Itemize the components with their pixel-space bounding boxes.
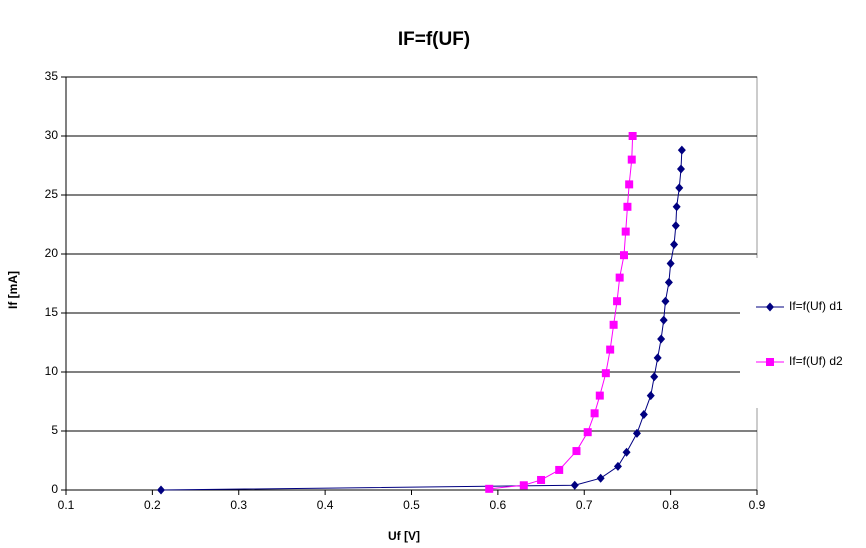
data-point — [485, 484, 494, 493]
data-point — [659, 315, 668, 325]
data-point — [671, 221, 680, 231]
data-point — [596, 473, 605, 483]
data-point — [664, 277, 673, 287]
y-tick-label: 30 — [45, 128, 59, 142]
data-point — [601, 369, 610, 378]
data-point — [657, 334, 666, 344]
data-point — [606, 345, 615, 354]
data-point — [672, 202, 681, 212]
x-tick-label: 0.2 — [144, 498, 161, 512]
data-point — [537, 475, 546, 484]
y-tick-label: 35 — [45, 69, 59, 83]
data-point — [590, 409, 599, 418]
data-point — [646, 391, 655, 401]
data-point — [609, 320, 618, 329]
legend-box — [740, 258, 866, 408]
x-tick-label: 0.1 — [58, 498, 75, 512]
data-point — [621, 227, 630, 236]
data-point — [653, 353, 662, 363]
data-point — [623, 202, 632, 211]
data-point — [628, 132, 637, 140]
plot-area — [65, 76, 758, 491]
data-point — [570, 480, 579, 490]
x-tick-label: 0.5 — [403, 498, 420, 512]
data-point — [619, 251, 628, 260]
x-tick-label: 0.7 — [576, 498, 593, 512]
data-point — [519, 481, 528, 490]
y-tick-label: 20 — [45, 246, 59, 260]
y-tick-label: 10 — [45, 364, 59, 378]
legend-marker — [766, 358, 774, 366]
data-point — [613, 297, 622, 306]
data-point — [639, 409, 648, 419]
chart-title: IF=f(UF) — [398, 29, 470, 50]
y-tick-label: 15 — [45, 305, 59, 319]
data-point — [677, 145, 686, 155]
data-point — [650, 372, 659, 382]
x-tick-label: 0.4 — [317, 498, 334, 512]
legend-label: If=f(Uf) d2 — [789, 354, 843, 368]
legend-marker — [766, 302, 774, 312]
data-point — [670, 240, 679, 250]
data-point — [622, 447, 631, 457]
data-point — [675, 183, 684, 193]
y-tick-label: 5 — [51, 423, 58, 437]
y-axis-label: If [mA] — [6, 271, 20, 309]
data-point — [615, 273, 624, 282]
x-tick-label: 0.6 — [490, 498, 507, 512]
data-point — [632, 428, 641, 438]
data-point — [666, 258, 675, 268]
data-point — [613, 461, 622, 471]
data-point — [583, 428, 592, 437]
data-point — [627, 155, 636, 164]
data-point — [625, 180, 634, 189]
data-point — [661, 296, 670, 306]
x-tick-label: 0.3 — [230, 498, 247, 512]
data-point — [676, 164, 685, 174]
x-tick-label: 0.9 — [749, 498, 766, 512]
legend-label: If=f(Uf) d1 — [789, 299, 843, 313]
data-point — [572, 447, 581, 456]
x-tick-label: 0.8 — [662, 498, 679, 512]
y-tick-label: 25 — [45, 187, 59, 201]
x-axis-label: Uf [V] — [388, 529, 420, 543]
data-point — [157, 485, 166, 495]
y-tick-label: 0 — [51, 482, 58, 496]
data-point — [555, 465, 564, 474]
data-point — [595, 391, 604, 400]
